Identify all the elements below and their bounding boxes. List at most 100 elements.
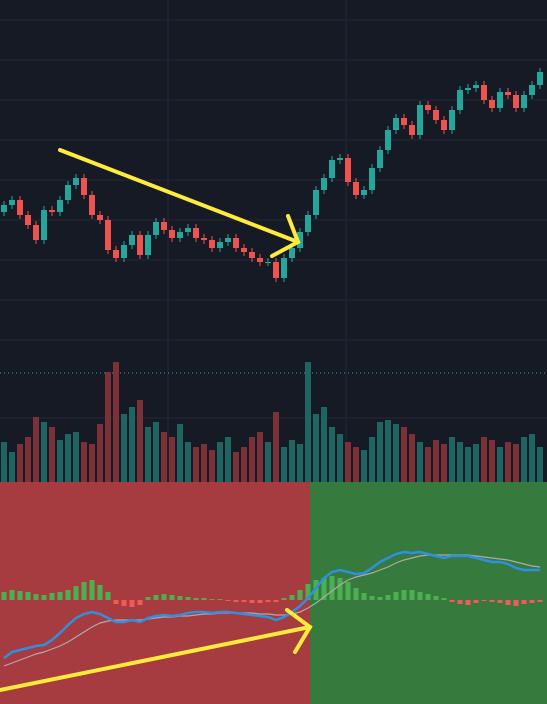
volume-bar: [249, 437, 255, 482]
candle-body: [113, 250, 119, 258]
candle-body: [217, 242, 223, 248]
candle-body: [505, 92, 511, 95]
candle-body: [177, 232, 183, 238]
candle-body: [369, 168, 375, 190]
candle-body: [313, 190, 319, 215]
histogram-bar: [329, 576, 335, 600]
candle-body: [537, 72, 543, 85]
candle-body: [457, 90, 463, 110]
histogram-bar: [41, 595, 47, 600]
histogram-bar: [369, 596, 375, 600]
price-background: [0, 0, 547, 482]
candle-body: [489, 100, 495, 108]
histogram-bar: [257, 600, 263, 603]
candle-body: [345, 158, 351, 182]
histogram-bar: [233, 600, 239, 602]
volume-bar: [281, 447, 287, 482]
candle-body: [273, 262, 279, 278]
volume-bar: [9, 452, 15, 482]
candle-body: [129, 235, 135, 245]
volume-bar: [97, 424, 103, 482]
candle-body: [305, 215, 311, 232]
histogram-bar: [17, 591, 23, 600]
arrow-head: [285, 608, 313, 654]
candle-body: [233, 238, 239, 248]
histogram-bar: [25, 592, 31, 600]
candle-body: [25, 215, 31, 225]
candle-body: [33, 225, 39, 240]
volume-bar: [489, 440, 495, 482]
volume-bar: [105, 372, 111, 482]
histogram-bar: [393, 592, 399, 600]
arrow-head: [270, 214, 301, 258]
volume-bar: [441, 444, 447, 482]
histogram-bar: [497, 600, 503, 603]
volume-bar: [457, 442, 463, 482]
histogram-bar: [1, 592, 7, 600]
volume-bar: [129, 407, 135, 482]
volume-bar: [345, 442, 351, 482]
volume-bar: [257, 432, 263, 482]
candle-body: [289, 248, 295, 258]
volume-bar: [409, 434, 415, 482]
volume-bar: [337, 434, 343, 482]
volume-bar: [521, 437, 527, 482]
volume-bar: [89, 444, 95, 482]
volume-bar: [209, 450, 215, 482]
candle-body: [153, 222, 159, 235]
histogram-bar: [385, 595, 391, 600]
histogram-bar: [505, 600, 511, 605]
histogram-bar: [441, 598, 447, 600]
candle-body: [137, 235, 143, 255]
volume-bar: [265, 442, 271, 482]
volume-bar: [57, 440, 63, 482]
histogram-bar: [193, 598, 199, 600]
bearish-zone: [0, 482, 310, 704]
candle-body: [265, 262, 271, 263]
histogram-bar: [345, 582, 351, 600]
histogram-bar: [473, 600, 479, 603]
candle-body: [449, 110, 455, 130]
histogram-bar: [129, 600, 135, 607]
histogram-bar: [377, 597, 383, 600]
volume-bar: [289, 440, 295, 482]
volume-bar: [481, 437, 487, 482]
candle-body: [401, 118, 407, 125]
histogram-bar: [305, 584, 311, 600]
annotations: [0, 148, 313, 692]
candle-body: [297, 232, 303, 248]
histogram-bar: [185, 597, 191, 600]
volume-bar: [193, 447, 199, 482]
histogram-bar: [113, 600, 119, 604]
signal-line: [3, 554, 541, 667]
volume-bar: [529, 434, 535, 482]
histogram-bar: [273, 600, 279, 602]
volume-bar: [137, 400, 143, 482]
histogram-bar: [9, 590, 15, 600]
candle-body: [441, 120, 447, 130]
volume-bar: [33, 417, 39, 482]
volume-bar: [321, 407, 327, 482]
volume-bar: [537, 447, 543, 482]
candle-body: [521, 95, 527, 108]
histogram-bar: [241, 600, 247, 602]
histogram-bar: [49, 593, 55, 600]
candle-body: [433, 110, 439, 120]
histogram-bar: [73, 586, 79, 600]
candle-body: [513, 95, 519, 108]
volume-bar: [201, 444, 207, 482]
histogram-bar: [529, 600, 535, 603]
histogram-bar: [161, 594, 167, 600]
volume-bar: [305, 362, 311, 482]
volume-bar: [49, 427, 55, 482]
volume-bar: [465, 447, 471, 482]
volume-bar: [401, 427, 407, 482]
macd-line: [3, 550, 540, 659]
volume-bar: [121, 414, 127, 482]
volume-bar: [81, 442, 87, 482]
candle-body: [41, 210, 47, 240]
marks: [1, 68, 543, 667]
histogram-bar: [457, 600, 463, 604]
candle-body: [249, 252, 255, 258]
candle-body: [209, 240, 215, 248]
